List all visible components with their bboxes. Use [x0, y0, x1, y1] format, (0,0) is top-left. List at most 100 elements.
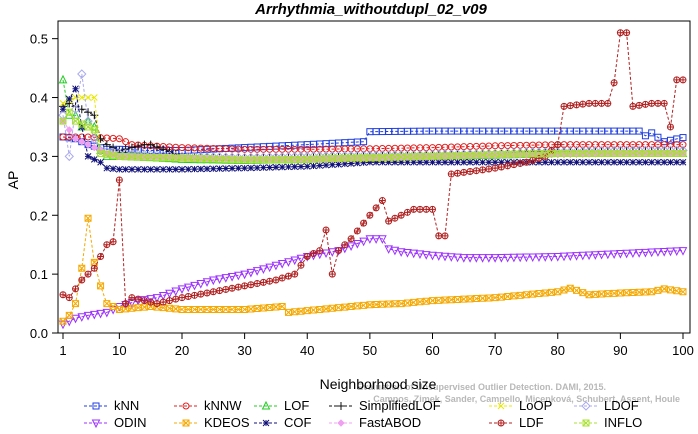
data-point [504, 162, 512, 170]
data-point [197, 305, 205, 313]
data-point [71, 314, 80, 324]
data-point [128, 304, 136, 312]
data-point [59, 100, 67, 107]
data-point [341, 160, 349, 168]
data-point [454, 295, 462, 303]
series-layer [58, 29, 688, 330]
data-point [403, 208, 411, 216]
data-point [622, 249, 631, 259]
data-point [484, 254, 494, 263]
data-point [247, 281, 255, 289]
data-point [241, 282, 249, 290]
data-point [659, 247, 669, 257]
data-point [591, 158, 599, 166]
data-point [629, 102, 637, 110]
data-point [234, 271, 243, 281]
data-point [353, 302, 361, 310]
data-point [641, 288, 649, 296]
data-point [90, 143, 99, 152]
data-point [266, 277, 274, 285]
legend-label: kNN [114, 398, 139, 413]
data-point [528, 253, 538, 263]
data-point [616, 250, 625, 259]
data-point [122, 165, 129, 173]
data-point [648, 288, 656, 296]
data-point [490, 254, 500, 263]
data-point [610, 79, 618, 87]
data-point [441, 158, 449, 166]
data-point [410, 158, 418, 166]
data-point [416, 205, 424, 213]
data-point [667, 158, 674, 166]
data-point [635, 127, 643, 135]
data-point [360, 138, 368, 146]
data-point [97, 158, 104, 166]
data-point [260, 164, 267, 171]
data-point [96, 309, 105, 319]
data-point [272, 276, 280, 284]
data-point [146, 140, 155, 149]
data-point [147, 298, 155, 306]
data-point [403, 299, 411, 307]
data-point [360, 159, 367, 167]
data-point [78, 276, 86, 284]
data-point [653, 248, 663, 257]
data-point [428, 297, 436, 305]
data-point [65, 126, 73, 134]
data-point [216, 165, 223, 172]
data-point [316, 162, 324, 169]
data-point [291, 163, 299, 171]
data-point [598, 158, 605, 166]
data-point [404, 158, 411, 166]
data-point [328, 161, 336, 169]
data-point [654, 133, 662, 141]
legend: kNN kNNW LOF SimplifiedLOF LoOP LDOF ODIN KDEOS… [84, 398, 642, 430]
legend-item-lof: LOF [254, 398, 309, 413]
data-point [322, 305, 330, 313]
legend-item-cof: COF [254, 415, 312, 430]
data-point [372, 204, 380, 212]
data-point [141, 165, 148, 173]
data-point [222, 286, 230, 293]
data-point [266, 164, 274, 171]
x-tick-label: 20 [175, 343, 189, 358]
data-point [397, 158, 405, 166]
data-point [152, 142, 161, 151]
data-point [59, 117, 67, 125]
data-point [598, 99, 606, 107]
data-point [277, 260, 287, 269]
data-point [472, 158, 480, 166]
data-point [322, 226, 330, 234]
legend-marker [497, 402, 505, 410]
data-point [396, 248, 406, 257]
series-kdeos [59, 214, 687, 325]
x-tick-label: 80 [551, 343, 565, 358]
data-point [547, 253, 556, 262]
x-tick-label: 1 [59, 343, 66, 358]
data-point [84, 214, 92, 222]
data-point [322, 161, 330, 169]
series-line [62, 73, 683, 159]
data-point [648, 158, 656, 166]
data-point [227, 272, 237, 282]
series-line [62, 238, 684, 325]
data-point [623, 158, 630, 166]
data-point [191, 291, 199, 299]
data-point [654, 99, 662, 107]
data-point [241, 164, 248, 172]
data-point [422, 205, 430, 213]
data-point [446, 253, 456, 262]
legend-item-knn: kNN [84, 398, 139, 413]
data-point [410, 298, 418, 306]
data-point [573, 158, 580, 166]
chart-title: Arrhythmia_withoutdupl_02_v09 [254, 1, 487, 18]
data-point [103, 241, 111, 249]
data-point [265, 263, 274, 273]
data-point [635, 101, 643, 109]
data-point [72, 117, 80, 125]
data-point [222, 305, 230, 313]
series-ldf [59, 29, 687, 307]
data-point [360, 301, 368, 309]
data-point [666, 247, 675, 257]
data-point [165, 289, 174, 299]
